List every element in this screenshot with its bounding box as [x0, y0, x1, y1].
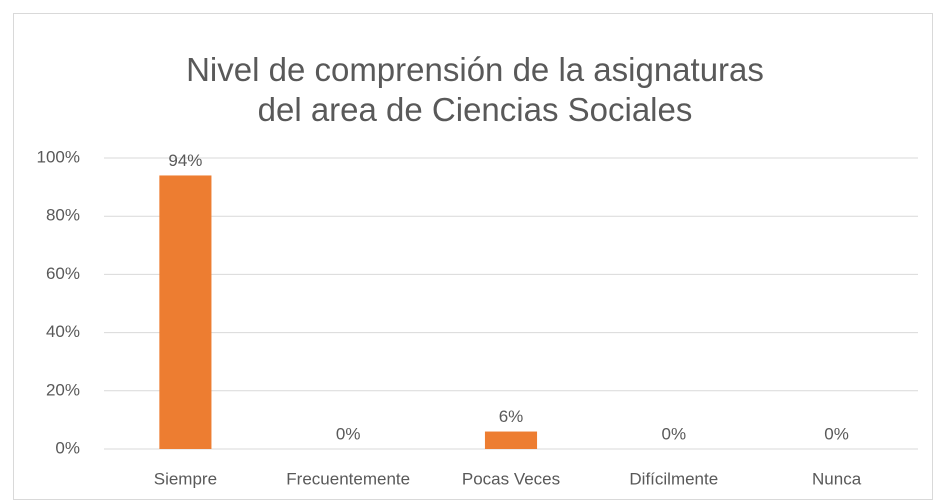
bar [159, 175, 212, 449]
data-label: 0% [824, 424, 849, 443]
y-tick-label: 60% [46, 264, 80, 283]
y-tick-label: 0% [55, 438, 80, 457]
data-label: 6% [499, 407, 524, 426]
x-tick-label: Frecuentemente [286, 469, 410, 488]
x-tick-label: Nunca [812, 469, 862, 488]
x-tick-label: Pocas Veces [462, 469, 560, 488]
bar [484, 431, 538, 449]
x-tick-label: Siempre [154, 469, 217, 488]
y-tick-label: 20% [46, 380, 80, 399]
y-tick-label: 40% [46, 322, 80, 341]
data-label: 94% [168, 151, 202, 170]
y-tick-label: 100% [37, 147, 80, 166]
chart-title: Nivel de comprensión de la asignaturas d… [186, 51, 764, 128]
chart-border [13, 13, 933, 500]
data-label: 0% [336, 424, 361, 443]
x-tick-label: Difícilmente [629, 469, 718, 488]
data-label: 0% [662, 424, 687, 443]
y-tick-label: 80% [46, 206, 80, 225]
